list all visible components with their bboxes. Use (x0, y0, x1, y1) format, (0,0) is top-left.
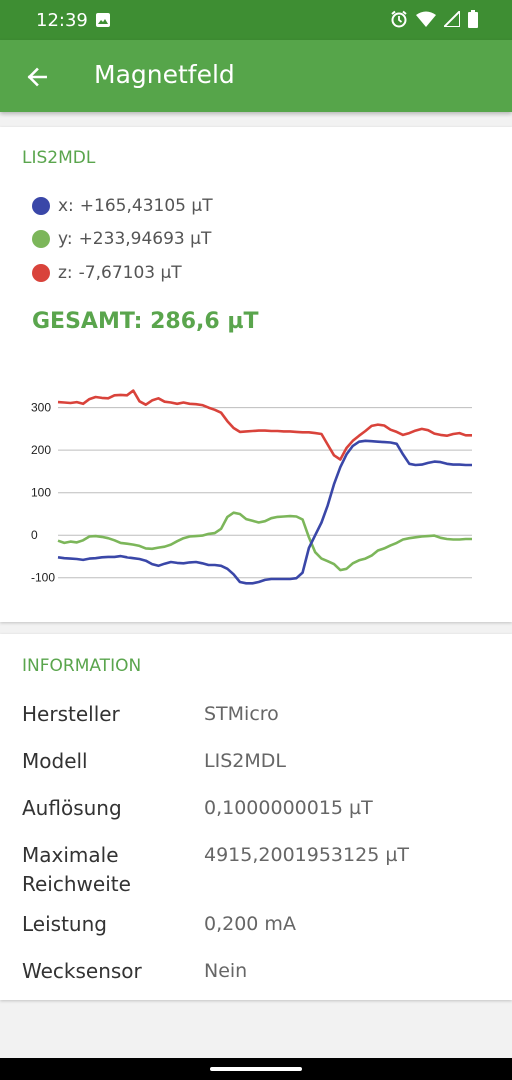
reading-y-value: +233,94693 µT (78, 229, 212, 249)
sensor-card: LIS2MDL x: +165,43105 µT y: +233,94693 µ… (0, 127, 512, 622)
x-legend-dot (32, 197, 50, 215)
series-line-y (57, 511, 472, 572)
alarm-icon (391, 10, 407, 28)
home-gesture-handle[interactable] (210, 1067, 302, 1071)
y-tick-label: 300 (31, 401, 51, 415)
reading-z-axis: z: (58, 263, 73, 283)
wifi-icon (416, 11, 436, 27)
series-line-z (57, 389, 472, 461)
info-value: 4915,2001953125 µT (204, 844, 410, 866)
info-key: Maximale Reichweite (22, 843, 131, 896)
y-tick-label: 200 (31, 443, 51, 457)
info-key: Leistung (22, 912, 107, 936)
magnetic-field-chart: 300 200 100 0 -100 (31, 389, 472, 585)
series-line-x (57, 439, 472, 585)
info-key: Wecksensor (22, 959, 142, 983)
reading-z: z: -7,67103 µT (32, 263, 182, 283)
back-arrow-icon[interactable] (24, 64, 50, 90)
app-bar: Magnetfeld (0, 40, 512, 112)
info-key: Modell (22, 749, 88, 773)
reading-x: x: +165,43105 µT (32, 196, 213, 216)
status-bar: 12:39 (0, 0, 512, 40)
info-value: STMicro (204, 703, 279, 725)
reading-x-axis: x: (58, 196, 74, 216)
info-value: Nein (204, 960, 248, 982)
image-notification-icon (96, 13, 110, 27)
battery-icon (468, 10, 478, 28)
reading-z-value: -7,67103 µT (78, 263, 182, 283)
page-title: Magnetfeld (94, 60, 235, 89)
y-legend-dot (32, 230, 50, 248)
sensor-title: LIS2MDL (22, 148, 96, 168)
y-tick-label: 0 (31, 528, 38, 542)
information-card: INFORMATION Hersteller STMicro Modell LI… (0, 634, 512, 1000)
info-value: 0,200 mA (204, 913, 296, 935)
information-title: INFORMATION (22, 656, 142, 676)
reading-y-axis: y: (58, 229, 73, 249)
reading-x-value: +165,43105 µT (79, 196, 213, 216)
z-legend-dot (32, 264, 50, 282)
info-key: Auflösung (22, 796, 122, 820)
total-field-strength: GESAMT: 286,6 µT (32, 309, 259, 334)
status-time: 12:39 (36, 10, 88, 31)
reading-y: y: +233,94693 µT (32, 229, 211, 249)
signal-icon (444, 11, 460, 27)
info-key: Hersteller (22, 702, 120, 726)
info-value: LIS2MDL (204, 750, 286, 772)
info-value: 0,1000000015 µT (204, 797, 373, 819)
y-tick-label: 100 (31, 486, 51, 500)
y-tick-label: -100 (31, 571, 55, 585)
navigation-bar (0, 1058, 512, 1080)
